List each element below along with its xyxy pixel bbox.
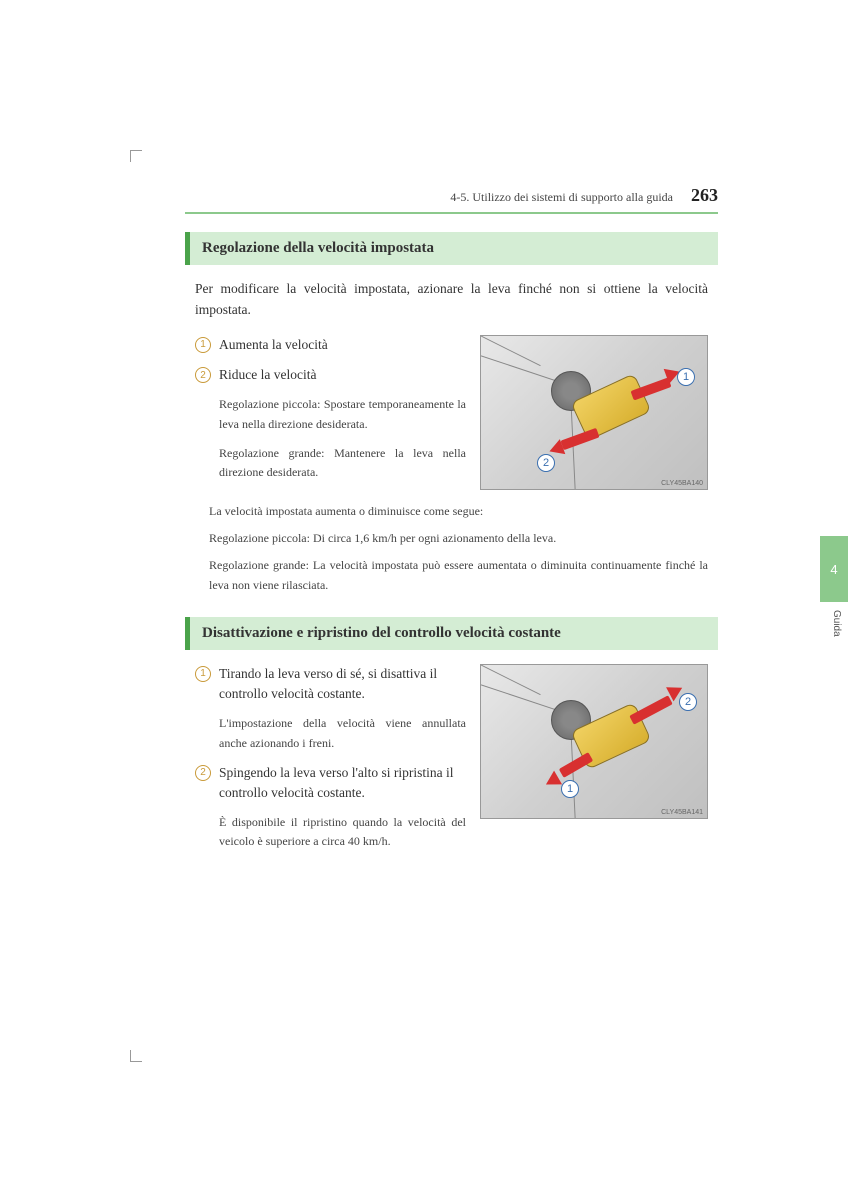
item-label: Aumenta la velocità	[219, 335, 328, 355]
list-item: 1 Tirando la leva verso di sé, si disatt…	[195, 664, 466, 705]
section1-figure-column: 1 2 CLY45BA140	[480, 335, 708, 492]
section2-text-column: 1 Tirando la leva verso di sé, si disatt…	[195, 664, 466, 862]
section1-para1: La velocità impostata aumenta o diminuis…	[209, 502, 708, 521]
section1-text-column: 1 Aumenta la velocità 2 Riduce la veloci…	[195, 335, 466, 492]
section1-para3: Regolazione grande: La velocità impostat…	[209, 556, 708, 594]
page-number: 263	[691, 185, 718, 206]
figure-label-2: 2	[537, 454, 555, 472]
circled-number-icon: 2	[195, 765, 211, 781]
section1-para2: Regolazione piccola: Di circa 1,6 km/h p…	[209, 529, 708, 548]
section2-item1-sub: L'impostazione della velocità viene annu…	[219, 714, 466, 752]
list-item: 1 Aumenta la velocità	[195, 335, 466, 355]
figure-credit: CLY45BA140	[661, 480, 703, 487]
figure-label-2: 2	[679, 693, 697, 711]
section2-figure-column: 1 2 CLY45BA141	[480, 664, 708, 862]
figure-label-1: 1	[677, 368, 695, 386]
circled-number-icon: 2	[195, 367, 211, 383]
item-label: Spingendo la leva verso l'alto si ripris…	[219, 763, 466, 804]
section2-title: Disattivazione e ripristino del controll…	[185, 617, 718, 650]
figure-cruise-lever-2: 1 2 CLY45BA141	[480, 664, 708, 819]
circled-number-icon: 1	[195, 666, 211, 682]
section2-item2-sub: È disponibile il ripristino quando la ve…	[219, 813, 466, 851]
item-label: Tirando la leva verso di sé, si disattiv…	[219, 664, 466, 705]
section1-sub2: Regolazione grande: Mantenere la leva ne…	[219, 444, 466, 482]
section1-sub1: Regolazione piccola: Spostare temporanea…	[219, 395, 466, 433]
list-item: 2 Spingendo la leva verso l'alto si ripr…	[195, 763, 466, 804]
section1-content: 1 Aumenta la velocità 2 Riduce la veloci…	[195, 335, 708, 492]
circled-number-icon: 1	[195, 337, 211, 353]
section2-content: 1 Tirando la leva verso di sé, si disatt…	[195, 664, 708, 862]
section1-title: Regolazione della velocità impostata	[185, 232, 718, 265]
crop-mark-bl	[130, 1050, 142, 1062]
page-content: 4-5. Utilizzo dei sistemi di supporto al…	[0, 0, 848, 932]
figure-credit: CLY45BA141	[661, 809, 703, 816]
item-label: Riduce la velocità	[219, 365, 316, 385]
figure-label-1: 1	[561, 780, 579, 798]
list-item: 2 Riduce la velocità	[195, 365, 466, 385]
section1-intro: Per modificare la velocità impostata, az…	[195, 279, 708, 321]
page-header: 4-5. Utilizzo dei sistemi di supporto al…	[185, 185, 718, 214]
figure-cruise-lever-1: 1 2 CLY45BA140	[480, 335, 708, 490]
header-section-text: 4-5. Utilizzo dei sistemi di supporto al…	[450, 190, 673, 205]
